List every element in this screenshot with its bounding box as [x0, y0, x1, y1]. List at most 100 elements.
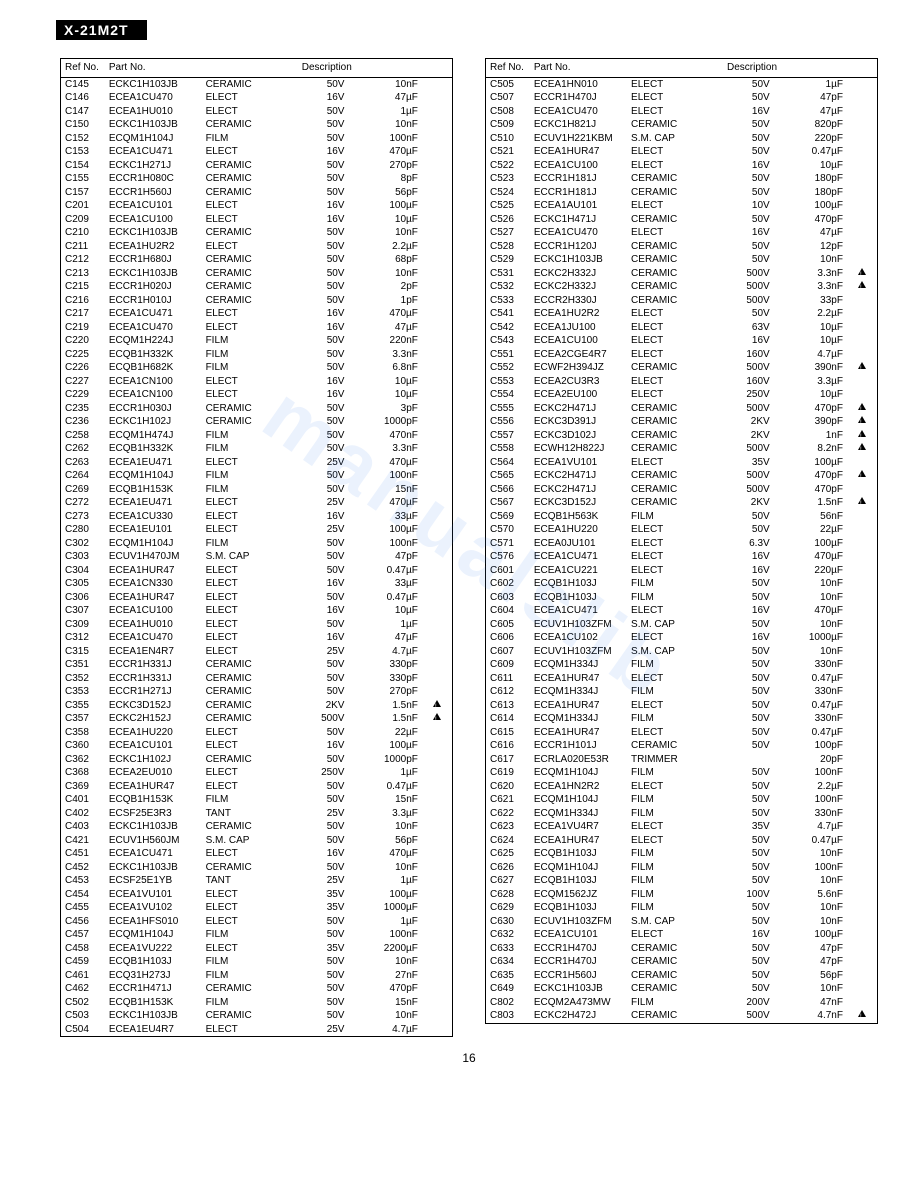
- table-row: C453ECSF25E1YBTANT25V1µF: [61, 874, 453, 888]
- cell-ref: C355: [61, 699, 105, 713]
- table-row: C531ECKC2H332JCERAMIC500V3.3nF: [486, 267, 878, 281]
- cell-val: 1000pF: [348, 753, 421, 767]
- cell-volt: 2KV: [714, 429, 773, 443]
- cell-mark: [422, 172, 453, 186]
- table-row: C615ECEA1HUR47ELECT50V0.47µF: [486, 726, 878, 740]
- cell-type: CERAMIC: [627, 213, 714, 227]
- cell-val: 10nF: [348, 861, 421, 875]
- table-row: C802ECQM2A473MWFILM200V47nF: [486, 996, 878, 1010]
- cell-mark: [422, 807, 453, 821]
- cell-mark: [422, 888, 453, 902]
- table-row: C602ECQB1H103JFILM50V10nF: [486, 577, 878, 591]
- cell-part: ECQB1H332K: [105, 442, 202, 456]
- cell-part: ECEA1CU471: [105, 847, 202, 861]
- cell-type: ELECT: [202, 456, 289, 470]
- table-row: C619ECQM1H104JFILM50V100nF: [486, 766, 878, 780]
- cell-volt: 500V: [289, 712, 349, 726]
- cell-ref: C802: [486, 996, 530, 1010]
- cell-mark: [847, 240, 878, 254]
- cell-volt: 50V: [714, 969, 773, 983]
- cell-val: 0.47µF: [774, 726, 847, 740]
- cell-val: 100nF: [348, 132, 421, 146]
- cell-volt: 50V: [714, 145, 773, 159]
- cell-part: ECKC1H471J: [530, 213, 627, 227]
- cell-mark: [847, 699, 878, 713]
- cell-val: 470µF: [348, 307, 421, 321]
- cell-volt: 16V: [289, 847, 349, 861]
- cell-mark: [422, 348, 453, 362]
- cell-type: TANT: [202, 807, 289, 821]
- cell-ref: C258: [61, 429, 105, 443]
- cell-ref: C421: [61, 834, 105, 848]
- caution-icon: [858, 281, 866, 288]
- cell-mark: [847, 456, 878, 470]
- cell-ref: C146: [61, 91, 105, 105]
- cell-ref: C556: [486, 415, 530, 429]
- cell-volt: 50V: [714, 699, 773, 713]
- cell-part: ECEA1CN100: [105, 375, 202, 389]
- cell-ref: C557: [486, 429, 530, 443]
- cell-ref: C529: [486, 253, 530, 267]
- cell-volt: 50V: [289, 591, 349, 605]
- cell-ref: C525: [486, 199, 530, 213]
- cell-val: 100µF: [774, 199, 847, 213]
- cell-mark: [422, 280, 453, 294]
- cell-part: ECUV1H470JM: [105, 550, 202, 564]
- table-row: C576ECEA1CU471ELECT16V470µF: [486, 550, 878, 564]
- cell-type: CERAMIC: [627, 240, 714, 254]
- cell-ref: C620: [486, 780, 530, 794]
- cell-ref: C263: [61, 456, 105, 470]
- cell-type: CERAMIC: [202, 186, 289, 200]
- cell-volt: 50V: [714, 847, 773, 861]
- cell-volt: 50V: [714, 739, 773, 753]
- cell-volt: 160V: [714, 348, 773, 362]
- cell-part: ECEA1CU470: [530, 105, 627, 119]
- cell-val: 47µF: [348, 631, 421, 645]
- cell-val: 470pF: [774, 213, 847, 227]
- cell-part: ECEA1CU101: [105, 739, 202, 753]
- cell-part: ECKC2H472J: [530, 1009, 627, 1023]
- cell-mark: [422, 469, 453, 483]
- cell-mark: [422, 631, 453, 645]
- cell-mark: [422, 307, 453, 321]
- cell-ref: C611: [486, 672, 530, 686]
- cell-volt: 500V: [714, 361, 773, 375]
- table-row: C307ECEA1CU100ELECT16V10µF: [61, 604, 453, 618]
- cell-part: ECCR1H560J: [105, 186, 202, 200]
- table-row: C565ECKC2H471JCERAMIC500V470pF: [486, 469, 878, 483]
- cell-ref: C210: [61, 226, 105, 240]
- cell-mark: [847, 442, 878, 456]
- cell-part: ECKC1H103JB: [105, 820, 202, 834]
- table-row: C458ECEA1VU222ELECT35V2200µF: [61, 942, 453, 956]
- table-row: C629ECQB1H103JFILM50V10nF: [486, 901, 878, 915]
- cell-mark: [422, 996, 453, 1010]
- cell-ref: C605: [486, 618, 530, 632]
- cell-ref: C576: [486, 550, 530, 564]
- cell-type: FILM: [202, 442, 289, 456]
- cell-volt: 50V: [289, 685, 349, 699]
- cell-type: ELECT: [202, 91, 289, 105]
- cell-part: ECEA1HUR47: [530, 834, 627, 848]
- cell-type: FILM: [202, 537, 289, 551]
- table-row: C604ECEA1CU471ELECT16V470µF: [486, 604, 878, 618]
- cell-type: ELECT: [627, 834, 714, 848]
- cell-val: 270pF: [348, 159, 421, 173]
- cell-ref: C216: [61, 294, 105, 308]
- cell-val: 10nF: [774, 847, 847, 861]
- table-row: C215ECCR1H020JCERAMIC50V2pF: [61, 280, 453, 294]
- cell-volt: 50V: [714, 915, 773, 929]
- cell-mark: [847, 955, 878, 969]
- cell-type: FILM: [627, 685, 714, 699]
- caution-icon: [433, 700, 441, 707]
- cell-ref: C570: [486, 523, 530, 537]
- cell-mark: [422, 77, 453, 91]
- cell-val: 2.2µF: [774, 780, 847, 794]
- cell-volt: 50V: [714, 726, 773, 740]
- cell-val: 4.7µF: [348, 645, 421, 659]
- table-row: C635ECCR1H560JCERAMIC50V56pF: [486, 969, 878, 983]
- table-row: C352ECCR1H331JCERAMIC50V330pF: [61, 672, 453, 686]
- cell-volt: 50V: [714, 213, 773, 227]
- table-row: C462ECCR1H471JCERAMIC50V470pF: [61, 982, 453, 996]
- table-row: C219ECEA1CU470ELECT16V47µF: [61, 321, 453, 335]
- cell-part: ECEA1HU2R2: [530, 307, 627, 321]
